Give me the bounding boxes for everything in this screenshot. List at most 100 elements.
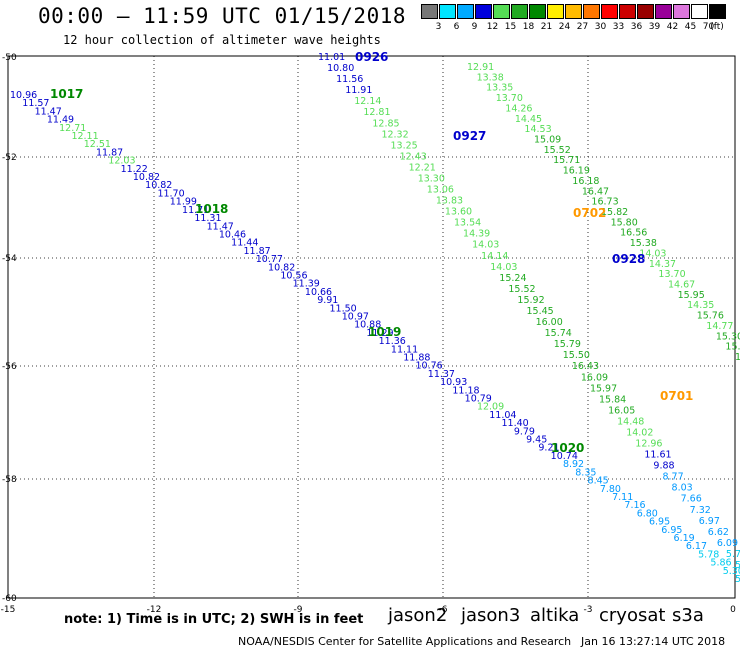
swh-value-track-c: 16.47	[582, 186, 609, 197]
swh-value-track-a: 11.22	[121, 164, 148, 175]
swh-value-track-c: 15.71	[553, 155, 580, 166]
swh-value-track-b: 6.62	[708, 527, 729, 538]
swh-value-track-b: 12.32	[381, 129, 408, 140]
swh-value-track-a: 8.45	[588, 476, 609, 487]
swh-value-track-a: 11.31	[194, 213, 221, 224]
swh-value-track-b: 14.03	[472, 240, 499, 251]
legend-color-swatch	[493, 4, 510, 19]
track-time-label: 0928	[612, 252, 645, 266]
swh-value-track-a: 11.29	[366, 328, 393, 339]
y-tick-label: -54	[2, 254, 17, 264]
swh-value-track-b: 6.97	[699, 516, 720, 527]
swh-value-track-a: 11.39	[293, 279, 320, 290]
swh-value-track-b: 12.14	[354, 96, 381, 107]
legend-value-label: 6	[453, 22, 460, 32]
swh-value-track-b: 11.91	[345, 85, 372, 96]
legend-color-swatch	[691, 4, 708, 19]
swh-value-track-b: 7.32	[690, 505, 711, 516]
swh-value-track-a: 11.47	[207, 221, 234, 232]
swh-value-track-a: 5.30	[723, 566, 740, 577]
swh-value-track-c: 13.38	[477, 72, 504, 83]
swh-value-track-c: 16.56	[620, 228, 647, 239]
track-time-label: 0927	[453, 129, 486, 143]
chart-title: 00:00 – 11:59 UTC 01/15/2018	[38, 4, 407, 28]
swh-value-track-a: 10.66	[305, 287, 332, 298]
swh-value-track-a: 6.19	[674, 533, 695, 544]
x-tick-label: -6	[439, 605, 448, 615]
swh-value-track-b: 13.30	[418, 173, 445, 184]
swh-value-track-a: 11.71	[182, 205, 209, 216]
swh-value-track-b: 5.60	[735, 560, 740, 571]
swh-value-track-a: 10.74	[551, 451, 578, 462]
swh-value-track-a: 10.82	[145, 180, 172, 191]
swh-value-track-a: 11.50	[329, 303, 356, 314]
legend-value-label: 33	[612, 22, 625, 32]
legend-color-swatch	[709, 4, 726, 19]
swh-value-track-b: 12.81	[363, 107, 390, 118]
swh-value-track-a: 8.92	[563, 459, 584, 470]
track-time-label: 0926	[355, 50, 388, 64]
swh-value-track-b: 14.39	[463, 229, 490, 240]
legend-color-swatch	[601, 4, 618, 19]
swh-value-track-a: 11.18	[452, 385, 479, 396]
swh-value-track-b: 14.03	[490, 262, 517, 273]
legend-s3a: s3a	[672, 605, 704, 626]
y-tick-label: -56	[2, 362, 17, 372]
y-tick-label: -60	[2, 594, 17, 604]
legend-color-swatch	[511, 4, 528, 19]
swh-value-track-c: 15.30	[716, 331, 740, 342]
legend-jason3: jason3	[461, 605, 521, 626]
track-time-label: 0701	[660, 389, 693, 403]
swh-value-track-b: 15.74	[545, 328, 572, 339]
swh-value-track-a: 11.87	[243, 246, 270, 257]
legend-value-label: 45	[684, 22, 697, 32]
x-tick-label: 0	[730, 605, 736, 615]
track-time-label: 0702	[573, 206, 606, 220]
swh-value-track-a: 10.97	[342, 311, 369, 322]
swh-value-track-c: 14.35	[687, 300, 714, 311]
swh-value-track-c: 16.19	[563, 166, 590, 177]
swh-value-track-c: 14.37	[649, 259, 676, 270]
legend-value-label: 42	[666, 22, 679, 32]
swh-value-track-a: 11.36	[379, 336, 406, 347]
swh-value-track-a: 9.91	[317, 295, 338, 306]
swh-value-track-c: 15.52	[544, 145, 571, 156]
swh-value-track-b: 12.21	[409, 162, 436, 173]
x-tick-label: -3	[584, 605, 593, 615]
swh-value-track-a: 11.70	[157, 188, 184, 199]
swh-value-track-a: 10.88	[354, 320, 381, 331]
swh-value-track-a: 6.17	[686, 541, 707, 552]
legend-color-swatch	[565, 4, 582, 19]
legend-value-label: 15	[504, 22, 517, 32]
swh-value-track-c: 16.73	[591, 197, 618, 208]
track-time-label: 1020	[551, 441, 584, 455]
swh-value-track-a: 12.71	[59, 123, 86, 134]
swh-value-track-a: 9.79	[514, 426, 535, 437]
track-time-label: 1018	[195, 202, 228, 216]
swh-value-track-c: 15.76	[697, 311, 724, 322]
swh-value-track-b: 13.54	[454, 218, 481, 229]
legend-value-label: 36	[630, 22, 643, 32]
credit-line: NOAA/NESDIS Center for Satellite Applica…	[238, 635, 572, 648]
swh-value-track-b: 9.88	[653, 461, 674, 472]
swh-value-track-a: 10.96	[10, 90, 37, 101]
legend-color-swatch	[637, 4, 654, 19]
swh-value-track-b: 10.80	[327, 63, 354, 74]
swh-value-track-b: 5.75	[726, 549, 740, 560]
swh-value-track-b: 6.09	[717, 538, 738, 549]
swh-value-track-c: 13.35	[486, 83, 513, 94]
swh-value-track-a: 7.16	[624, 500, 645, 511]
swh-value-track-c: 15.80	[611, 217, 638, 228]
swh-value-track-b: 15.24	[499, 273, 526, 284]
legend-color-swatch	[619, 4, 636, 19]
legend-color-swatch	[547, 4, 564, 19]
swh-value-track-a: 12.03	[108, 156, 135, 167]
legend-color-swatch	[655, 4, 672, 19]
track-time-label: 1017	[50, 87, 83, 101]
legend-value-label: 24	[558, 22, 571, 32]
swh-value-track-b: 11.56	[336, 74, 363, 85]
swh-value-track-a: 5.30	[735, 574, 740, 585]
swh-value-track-a: 11.57	[22, 98, 49, 109]
swh-value-track-c: 15.09	[534, 135, 561, 146]
swh-value-track-b: 16.00	[536, 317, 563, 328]
